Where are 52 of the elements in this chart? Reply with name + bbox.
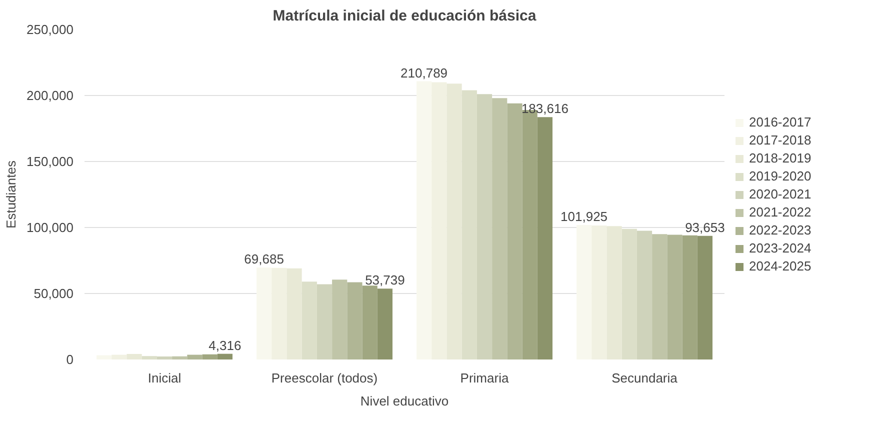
legend-label: 2021-2022: [749, 204, 812, 220]
x-tick-label: Secundaria: [612, 370, 678, 386]
bar: [537, 117, 552, 360]
legend-label: 2022-2023: [749, 222, 812, 238]
data-label: 69,685: [244, 252, 284, 267]
bar: [172, 356, 188, 360]
bar: [142, 356, 157, 360]
y-tick-label: 0: [66, 352, 74, 367]
bar: [682, 235, 698, 360]
x-tick-label: Primaria: [460, 370, 510, 386]
x-tick-label: Inicial: [148, 370, 182, 386]
bar: [316, 284, 332, 360]
y-tick-label: 250,000: [26, 22, 74, 37]
bar: [187, 354, 202, 360]
bar: [217, 354, 232, 360]
y-tick-label: 150,000: [26, 154, 74, 169]
bar: [697, 236, 712, 360]
bar: [622, 228, 637, 360]
legend-label: 2016-2017: [749, 114, 812, 130]
y-tick-label: 100,000: [26, 220, 74, 235]
x-tick-label: Preescolar (todos): [271, 370, 378, 386]
legend-label: 2017-2018: [749, 132, 812, 148]
x-axis-title: Nivel educativo: [360, 394, 449, 408]
data-label: 183,616: [521, 101, 568, 116]
data-label: 210,789: [400, 65, 448, 80]
bar: [507, 103, 522, 360]
data-label: 53,739: [365, 272, 405, 288]
legend-label: 2018-2019: [749, 150, 812, 166]
y-tick-label: 200,000: [26, 88, 74, 103]
bar: [667, 234, 682, 360]
bar: [636, 230, 652, 360]
legend-label: 2019-2020: [749, 168, 812, 184]
chart-title: Matrícula inicial de educación básica: [272, 8, 537, 24]
data-label: 4,316: [208, 338, 242, 353]
bar: [347, 282, 362, 360]
bar: [362, 286, 378, 360]
bar: [476, 94, 492, 360]
legend-label: 2020-2021: [749, 186, 812, 202]
bar: [492, 98, 508, 360]
bar: [156, 356, 172, 360]
legend-label: 2023-2024: [749, 240, 812, 256]
bar: [652, 234, 668, 360]
y-axis-title: Estudiantes: [4, 160, 19, 228]
bar: [332, 280, 348, 360]
bar: [202, 354, 218, 360]
bar: [377, 288, 392, 360]
bar: [302, 282, 317, 360]
legend-label: 2024-2025: [749, 258, 812, 274]
data-label: 101,925: [560, 208, 608, 224]
bar: [462, 90, 477, 360]
data-label: 93,653: [685, 220, 725, 235]
y-tick-label: 50,000: [34, 286, 74, 301]
